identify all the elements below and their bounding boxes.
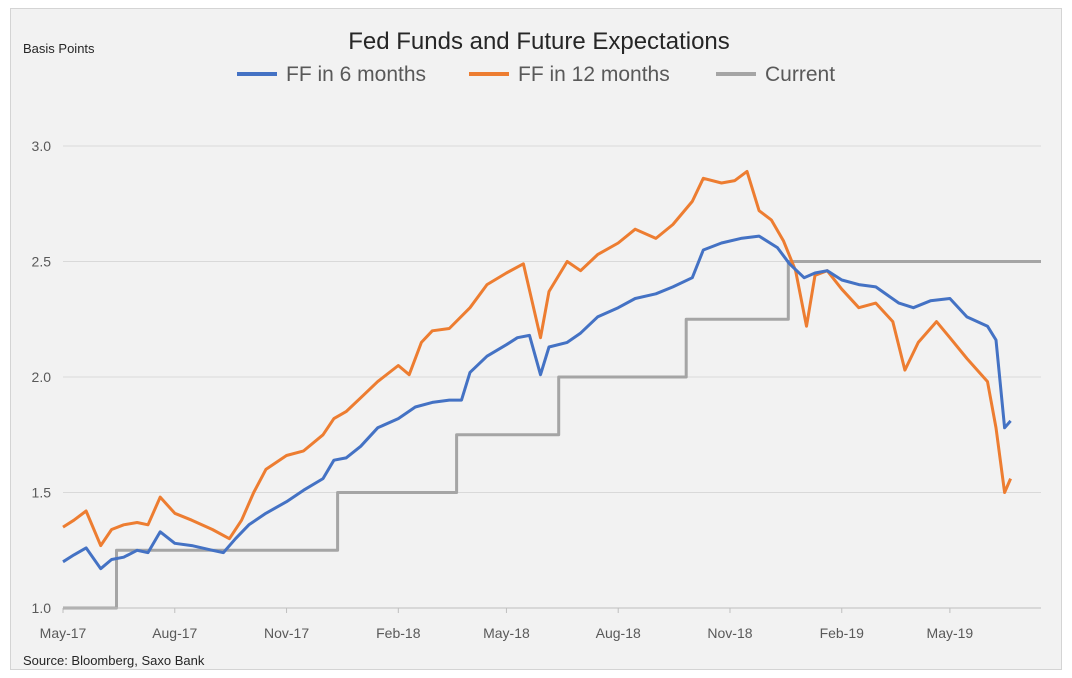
y-tick-label: 2.0: [32, 369, 52, 385]
y-axis-ticks: 1.0 1.5 2.0 2.5 3.0: [32, 138, 52, 616]
series-lines: [62, 169, 1041, 610]
x-tick-label: Aug-18: [596, 625, 641, 641]
x-tick-label: May-17: [40, 625, 87, 641]
y-tick-label: 2.5: [32, 254, 52, 270]
legend-label-current: Current: [765, 63, 835, 86]
legend-label-ff-12m: FF in 12 months: [518, 63, 670, 86]
x-tick-label: May-19: [927, 625, 974, 641]
gridlines: [63, 145, 1041, 493]
y-tick-label: 1.5: [32, 485, 52, 501]
series-line-ff-in-6-months: [62, 234, 1012, 571]
y-tick-label: 1.0: [32, 600, 52, 616]
source-note: Source: Bloomberg, Saxo Bank: [23, 653, 205, 668]
x-tick-label: Feb-18: [376, 625, 421, 641]
series-line-ff-in-12-months: [62, 169, 1012, 548]
chart-title: Fed Funds and Future Expectations: [348, 28, 730, 55]
legend-label-ff-6m: FF in 6 months: [286, 63, 426, 86]
x-tick-label: Nov-18: [707, 625, 752, 641]
legend: FF in 6 months FF in 12 months Current: [237, 63, 835, 86]
x-axis-ticks: May-17 Aug-17 Nov-17 Feb-18 May-18 Aug-18 Nov-…: [40, 608, 974, 641]
y-tick-label: 3.0: [32, 138, 52, 154]
series-line-current: [63, 260, 1041, 610]
line-chart: Basis Points Fed Funds and Future Expect…: [23, 28, 1041, 668]
chart-frame: Basis Points Fed Funds and Future Expect…: [10, 8, 1062, 670]
y-axis-label: Basis Points: [23, 41, 95, 56]
x-tick-label: Nov-17: [264, 625, 309, 641]
x-tick-label: Aug-17: [152, 625, 197, 641]
x-tick-label: May-18: [483, 625, 530, 641]
x-tick-label: Feb-19: [820, 625, 865, 641]
